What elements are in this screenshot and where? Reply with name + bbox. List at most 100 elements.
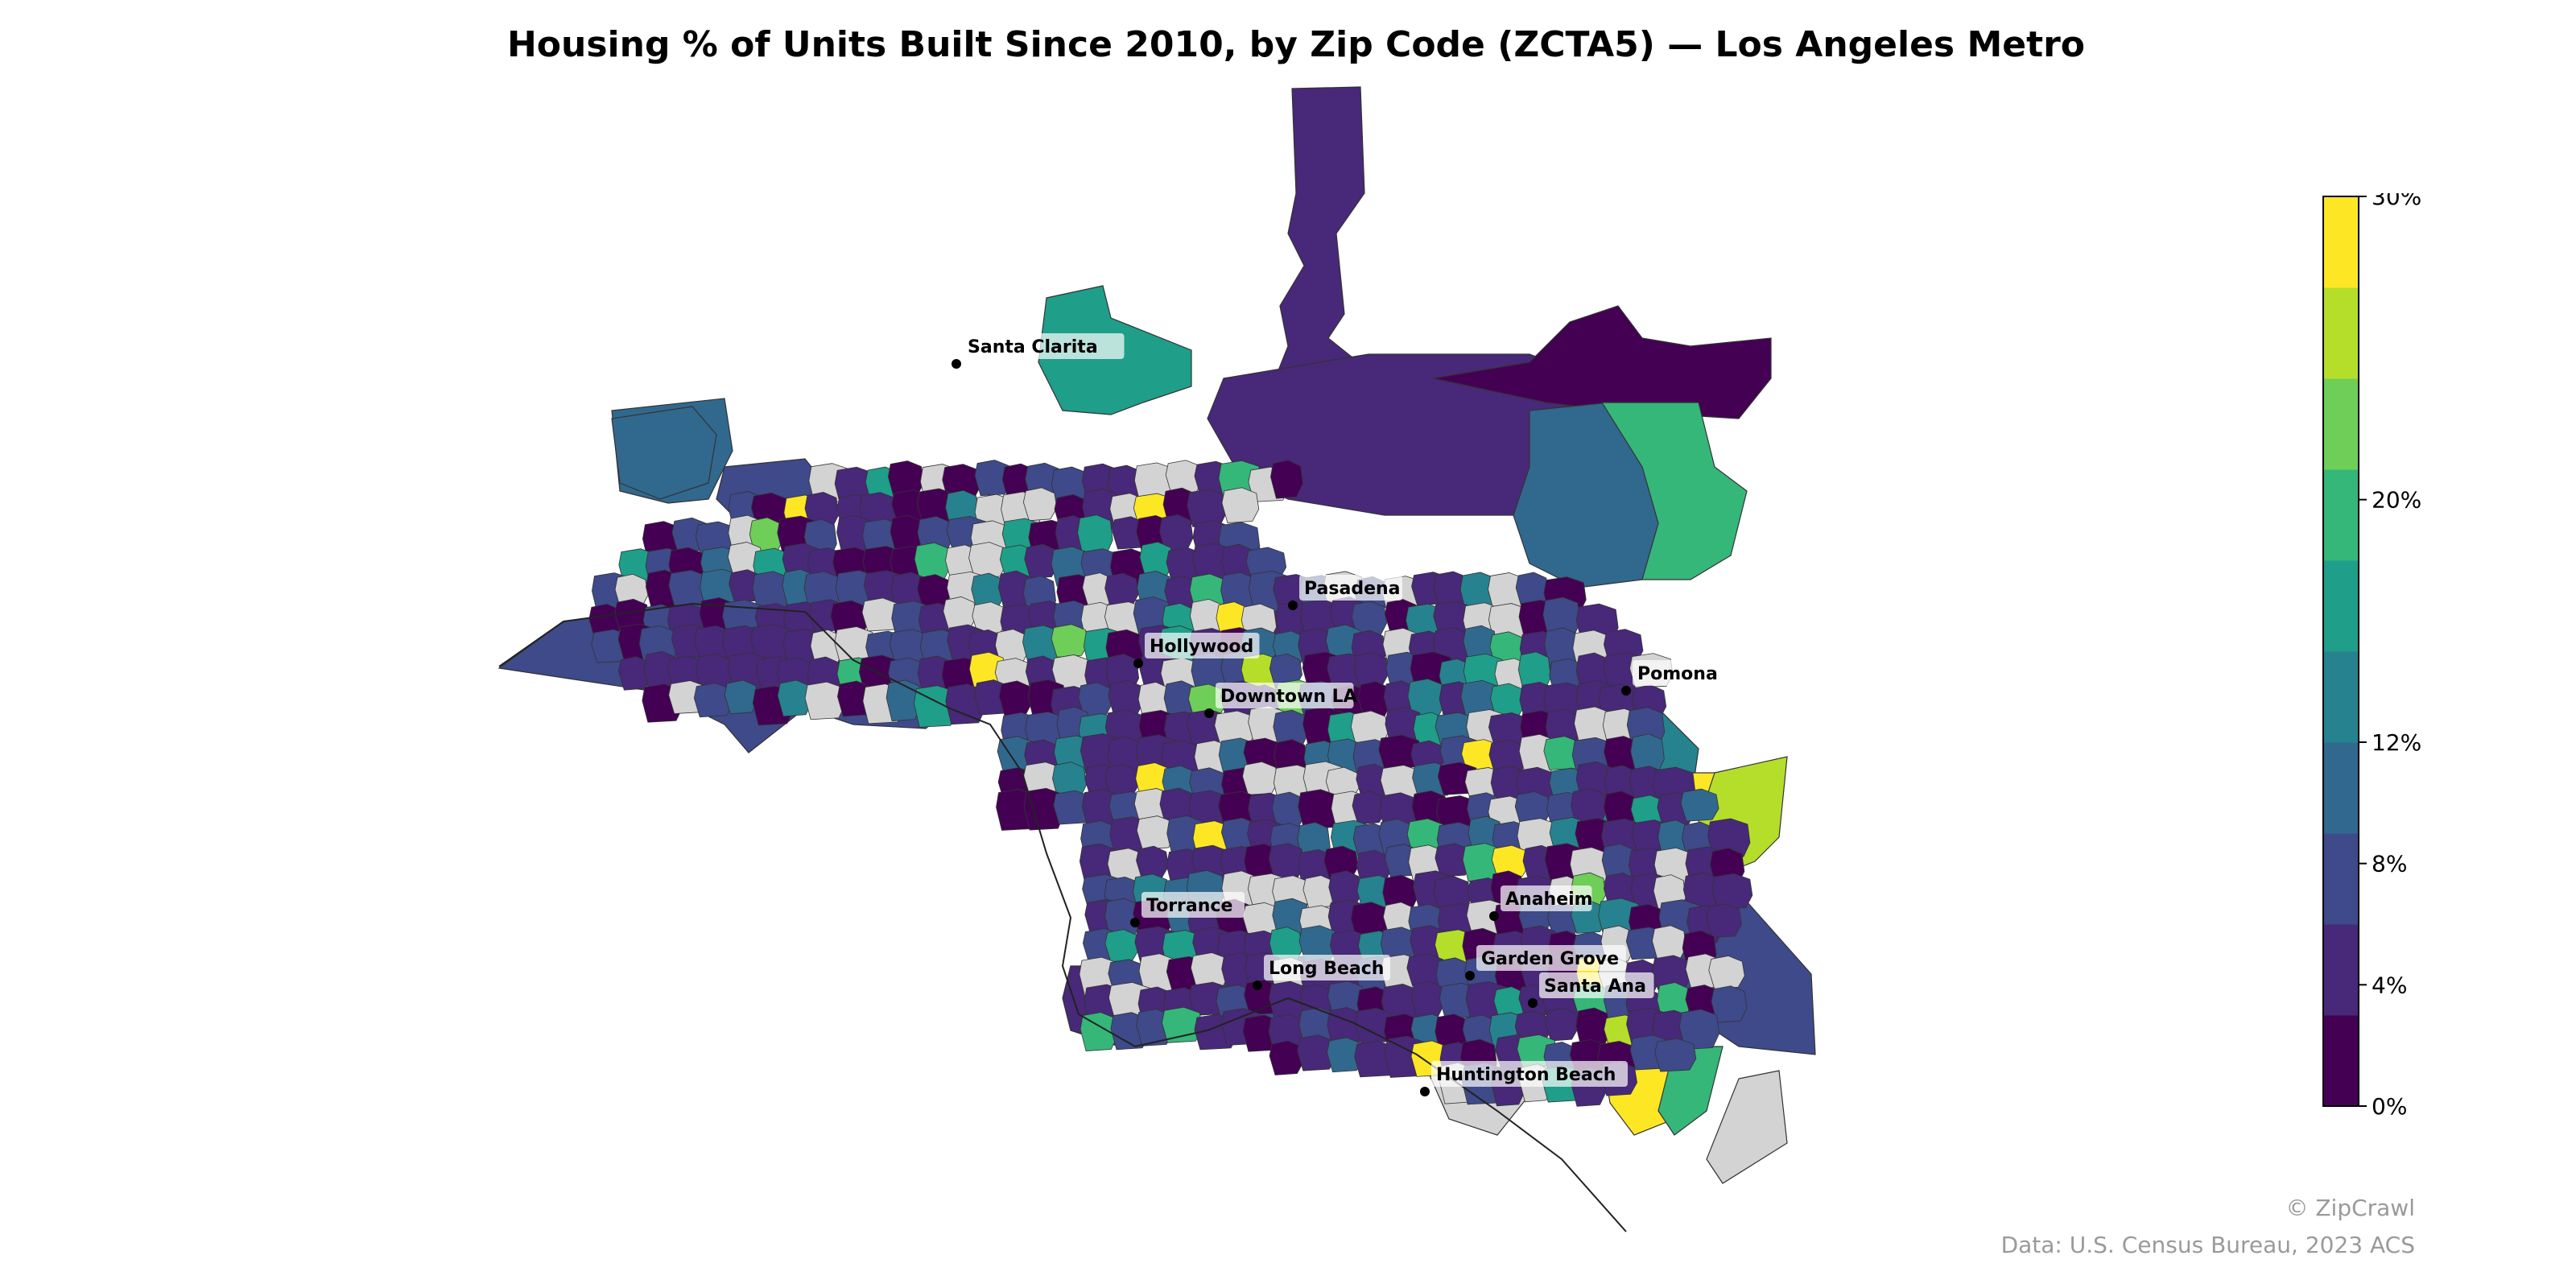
zip-region [1269, 1040, 1304, 1075]
city-name: Anaheim [1505, 890, 1593, 910]
coastline [498, 602, 1627, 1232]
city-label-bg [1264, 955, 1390, 980]
zip-region [942, 464, 981, 502]
city-label: Pomona [1621, 660, 1718, 696]
colorbar-bin [2323, 1015, 2359, 1107]
zip-region [1242, 761, 1279, 795]
colorbar-bin [2323, 196, 2359, 288]
zip-region [1490, 683, 1525, 719]
zip-region [1104, 572, 1139, 609]
city-label: Huntington Beach [1420, 1061, 1628, 1096]
city-marker [1130, 918, 1140, 927]
colorbar-tick-label: 0% [2372, 1093, 2407, 1119]
colorbar-tick-label: 8% [2372, 851, 2407, 877]
city-label-bg [1501, 886, 1592, 911]
zip-region [1104, 764, 1140, 798]
zip-region [724, 679, 759, 715]
city-label: Santa Clarita [952, 333, 1125, 369]
zip-region [994, 629, 1029, 667]
colorbar-tick-label: 20% [2372, 487, 2421, 514]
city-label-bg [1633, 660, 1712, 686]
colorbar-bin [2323, 560, 2359, 652]
zip-region [914, 542, 952, 582]
city-label-bg [1476, 945, 1626, 971]
map-title: Housing % of Units Built Since 2010, by … [506, 24, 2086, 65]
zip-region [1052, 762, 1087, 801]
city-name: Pasadena [1304, 579, 1401, 599]
city-label: Torrance [1130, 892, 1245, 927]
colorbar-bin [2323, 287, 2359, 379]
city-label: Hollywood [1133, 633, 1260, 668]
zip-region [1245, 547, 1287, 580]
zip-region [1353, 652, 1389, 688]
zip-region [1022, 487, 1058, 522]
city-label-bg [1299, 575, 1402, 601]
city-name: Hollywood [1150, 637, 1253, 657]
zip-region [611, 406, 717, 500]
zip-region [1711, 873, 1753, 910]
city-marker [1288, 601, 1298, 610]
zip-region [1051, 624, 1088, 658]
zip-region [1630, 733, 1665, 775]
zip-region [1706, 1070, 1788, 1184]
city-label: Garden Grove [1465, 945, 1626, 980]
zip-region [1328, 870, 1362, 910]
city-label: Downtown LA [1204, 683, 1357, 718]
colorbar-bin [2323, 833, 2359, 925]
zip-region [1077, 514, 1113, 557]
city-marker [1253, 980, 1262, 990]
zip-region [1514, 791, 1551, 827]
zip-region [1270, 460, 1303, 499]
zip-region [1711, 985, 1748, 1023]
colorbar-tick-label: 12% [2372, 729, 2421, 756]
zip-region [1652, 955, 1692, 990]
city-name: Huntington Beach [1436, 1065, 1616, 1085]
city-labels: Santa Clarita Pasadena Hollywood Downtown L… [952, 333, 1718, 1096]
zip-region [1104, 929, 1140, 963]
zip-region [1221, 487, 1260, 523]
zip-region [890, 514, 924, 554]
copyright-text: © ZipCrawl [2285, 1195, 2415, 1221]
zip-region [1542, 597, 1581, 639]
city-name: Long Beach [1269, 959, 1384, 979]
zip-region [887, 460, 924, 498]
zip-region [1707, 818, 1751, 859]
city-label: Pasadena [1288, 575, 1402, 610]
zip-region [1678, 1009, 1720, 1050]
city-name: Santa Clarita [968, 337, 1098, 357]
zip-region [1600, 402, 1748, 580]
data-source-text: Data: U.S. Census Bureau, 2023 ACS [2000, 1232, 2415, 1258]
city-label: Anaheim [1489, 886, 1593, 921]
zip-region [1680, 788, 1719, 822]
zip-region [1545, 1007, 1579, 1042]
colorbar: 0% 4% 8% 12% 20% 30% [2310, 184, 2520, 1122]
city-name: Torrance [1146, 896, 1232, 916]
colorbar-frame [2322, 196, 2359, 1107]
zip-region [943, 596, 977, 630]
city-label: Santa Ana [1528, 972, 1654, 1008]
zip-region [1273, 709, 1309, 749]
city-marker [1465, 971, 1475, 980]
city-marker [1204, 708, 1214, 718]
city-marker [1528, 998, 1538, 1008]
zip-region [1351, 601, 1388, 638]
zip-region [1706, 903, 1742, 939]
zip-region [1654, 1038, 1697, 1072]
zip-region [1271, 791, 1306, 831]
zip-region [1323, 845, 1359, 881]
colorbar-bin [2323, 651, 2359, 743]
city-marker [952, 359, 961, 369]
city-name: Downtown LA [1220, 687, 1357, 707]
zip-region [1268, 843, 1305, 880]
zip-region [614, 573, 649, 610]
zip-region [1136, 845, 1170, 880]
colorbar-tick-label: 4% [2372, 972, 2407, 998]
zip-region [1575, 1007, 1611, 1050]
colorbar-bin [2323, 742, 2359, 834]
city-label-bg [1145, 633, 1260, 658]
colorbar-bin [2323, 924, 2359, 1016]
city-label-bg [1431, 1061, 1628, 1087]
zip-regions [497, 86, 1816, 1232]
zip-region [1708, 956, 1745, 989]
